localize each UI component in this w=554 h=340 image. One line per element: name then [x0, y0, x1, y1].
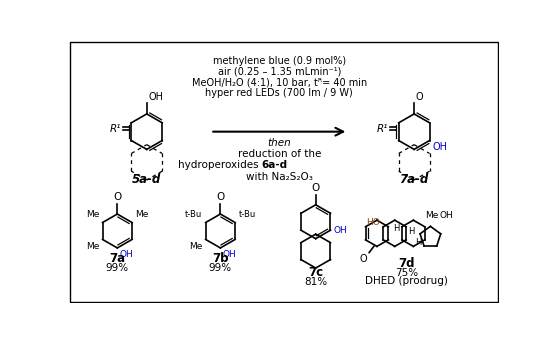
Text: then: then	[268, 138, 291, 148]
Text: O: O	[360, 254, 368, 264]
Text: methylene blue (0.9 mol%): methylene blue (0.9 mol%)	[213, 56, 346, 66]
Text: hyper red LEDs (700 lm / 9 W): hyper red LEDs (700 lm / 9 W)	[206, 88, 353, 98]
Text: Me: Me	[135, 210, 148, 219]
Text: OH: OH	[440, 211, 454, 220]
Text: 5a-d: 5a-d	[132, 173, 161, 186]
Text: H: H	[415, 238, 421, 247]
Text: OH: OH	[433, 142, 448, 152]
Text: 75%: 75%	[395, 268, 418, 277]
Text: 81%: 81%	[304, 277, 327, 287]
Text: 7d: 7d	[398, 257, 414, 270]
Text: OH: OH	[148, 92, 163, 102]
Text: Me: Me	[86, 242, 99, 251]
Text: R¹: R¹	[110, 123, 121, 134]
Text: OH: OH	[120, 250, 134, 259]
Text: O: O	[113, 192, 121, 203]
Text: OH: OH	[334, 226, 347, 235]
Text: R¹: R¹	[377, 123, 388, 134]
Text: 7a: 7a	[109, 252, 125, 265]
Text: O: O	[311, 183, 320, 193]
Text: 99%: 99%	[106, 263, 129, 273]
Text: 7c: 7c	[308, 266, 324, 279]
Text: Me: Me	[86, 210, 99, 219]
Text: 6a-d: 6a-d	[261, 160, 288, 170]
Text: Me: Me	[189, 242, 203, 251]
Text: hydroperoxides: hydroperoxides	[178, 160, 261, 170]
Text: with Na₂S₂O₃: with Na₂S₂O₃	[246, 172, 312, 182]
Text: MeOH/H₂O (4:1), 10 bar, tᴿ= 40 min: MeOH/H₂O (4:1), 10 bar, tᴿ= 40 min	[192, 78, 367, 87]
Text: DHED (prodrug): DHED (prodrug)	[365, 276, 448, 286]
Text: Me: Me	[425, 211, 438, 220]
Text: t-Bu: t-Bu	[239, 210, 257, 219]
Text: H: H	[393, 224, 399, 233]
Text: O: O	[216, 192, 224, 203]
Text: 7b: 7b	[212, 252, 229, 265]
Text: 99%: 99%	[209, 263, 232, 273]
Text: O: O	[416, 92, 423, 102]
Text: HO: HO	[366, 218, 379, 227]
Text: OH: OH	[223, 250, 237, 259]
Text: air (0.25 – 1.35 mLmin⁻¹): air (0.25 – 1.35 mLmin⁻¹)	[218, 67, 341, 76]
Text: H: H	[409, 227, 415, 236]
Text: 7a-d: 7a-d	[399, 173, 429, 186]
Text: t-Bu: t-Bu	[184, 210, 202, 219]
Text: reduction of the: reduction of the	[238, 149, 321, 159]
